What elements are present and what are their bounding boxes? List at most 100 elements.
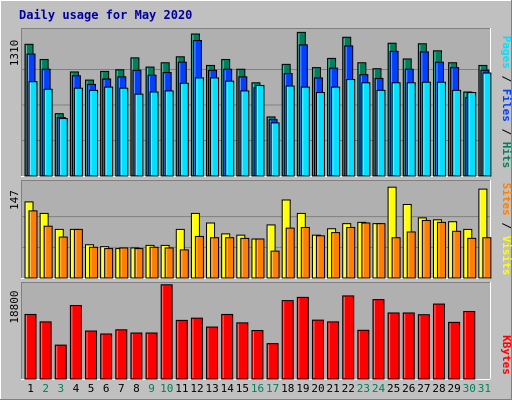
bar-pages [376, 89, 386, 177]
bar-sites [255, 238, 265, 279]
day-label: 17 [266, 382, 279, 395]
bar-kbytes [24, 313, 37, 380]
bar-sites [164, 247, 174, 279]
bar-sites [285, 227, 295, 279]
bar-sites [58, 236, 68, 279]
bar-pages [149, 91, 159, 177]
day-label: 13 [205, 382, 218, 395]
bar-kbytes [206, 326, 219, 380]
day-label: 12 [190, 382, 203, 395]
day-label: 28 [432, 382, 445, 395]
day-label: 3 [58, 382, 65, 395]
bar-kbytes [402, 312, 415, 380]
bar-pages [134, 93, 144, 177]
bar-pages [285, 85, 295, 177]
bar-pages [43, 88, 53, 177]
bar-sites [73, 228, 83, 279]
bar-pages [179, 82, 189, 177]
bar-pages [225, 80, 235, 177]
bar-sites [376, 223, 386, 279]
legend-sites-visits: Sites / Visits [500, 183, 512, 276]
bar-sites [300, 226, 310, 279]
day-label: 6 [103, 382, 110, 395]
bar-pages [28, 81, 38, 177]
day-label: 23 [357, 382, 370, 395]
day-label: 18 [281, 382, 294, 395]
bar-sites [104, 248, 114, 279]
bar-sites [331, 232, 341, 279]
bar-pages [89, 89, 99, 177]
bar-sites [240, 237, 250, 279]
bar-sites [346, 226, 356, 279]
bar-sites [270, 250, 280, 279]
bar-sites [149, 246, 159, 279]
day-label: 21 [327, 382, 340, 395]
bar-pages [240, 90, 250, 177]
bar-kbytes [296, 296, 309, 380]
bar-kbytes [236, 322, 249, 380]
bar-kbytes [372, 299, 385, 380]
bar-pages [300, 86, 310, 177]
bar-kbytes [342, 295, 355, 380]
bar-kbytes [145, 332, 158, 380]
day-label: 11 [175, 382, 188, 395]
bar-kbytes [190, 317, 203, 380]
bar-sites [179, 249, 189, 279]
day-label: 16 [251, 382, 264, 395]
bar-sites [119, 247, 129, 279]
day-label: 27 [417, 382, 430, 395]
bar-pages [315, 92, 325, 177]
bar-pages [164, 90, 174, 177]
bar-kbytes [281, 300, 294, 380]
bar-sites [436, 221, 446, 279]
day-label: 24 [372, 382, 386, 395]
bar-pages [346, 79, 356, 177]
bar-pages [406, 82, 416, 177]
day-label: 31 [478, 382, 491, 395]
day-label: 5 [88, 382, 95, 395]
bar-sites [361, 222, 371, 279]
day-label: 19 [296, 382, 309, 395]
bar-sites [134, 248, 144, 279]
bar-sites [421, 219, 431, 279]
bar-sites [43, 225, 53, 279]
bar-kbytes [221, 313, 234, 380]
bar-kbytes [463, 310, 476, 380]
bar-kbytes [160, 284, 173, 380]
day-label: 26 [402, 382, 415, 395]
bar-pages [104, 86, 114, 177]
bar-sites [406, 231, 416, 279]
day-label: 4 [73, 382, 80, 395]
bar-kbytes [357, 329, 370, 380]
bar-pages [255, 84, 265, 177]
bar-sites [467, 237, 477, 279]
legend-pages-files-hits: Pages / Files / Hits [500, 36, 512, 169]
day-label: 10 [160, 382, 173, 395]
bar-sites [315, 235, 325, 279]
bar-kbytes [175, 319, 188, 380]
bar-pages [73, 87, 83, 177]
bar-sites [210, 237, 220, 279]
day-label: 15 [236, 382, 249, 395]
bar-sites [89, 246, 99, 279]
bar-sites [194, 235, 204, 279]
day-label: 8 [133, 382, 140, 395]
bar-kbytes [39, 321, 52, 380]
bar-sites [225, 237, 235, 279]
bar-kbytes [266, 343, 279, 380]
bar-kbytes [85, 330, 98, 380]
bar-kbytes [448, 321, 461, 380]
bar-pages [482, 72, 492, 177]
day-label: 22 [342, 382, 355, 395]
bar-sites [391, 237, 401, 279]
y-max-label-sites-visits: 147 [8, 190, 21, 210]
bar-kbytes [69, 305, 82, 380]
day-label: 25 [387, 382, 400, 395]
day-label: 30 [463, 382, 476, 395]
bar-pages [194, 77, 204, 177]
day-label: 9 [148, 382, 155, 395]
bar-kbytes [130, 332, 143, 380]
bar-kbytes [311, 319, 324, 380]
bar-pages [58, 118, 68, 177]
day-label: 2 [42, 382, 49, 395]
